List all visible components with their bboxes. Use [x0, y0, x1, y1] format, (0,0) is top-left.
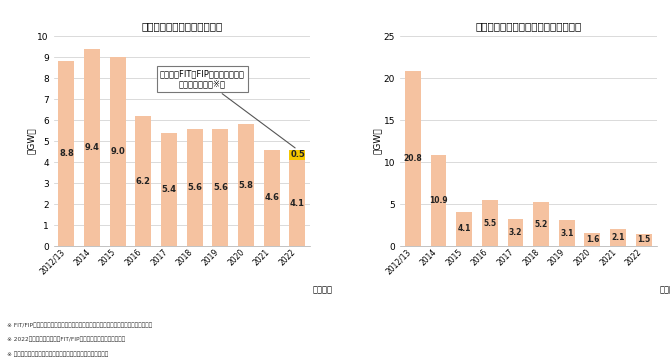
Bar [584, 233, 600, 246]
Bar [58, 62, 74, 246]
Text: 5.5: 5.5 [483, 219, 496, 228]
Bar [84, 49, 100, 246]
Text: 4.1: 4.1 [458, 224, 471, 233]
Text: （年度）: （年度） [659, 285, 670, 294]
Title: 《太陽光発電の導入量推移》: 《太陽光発電の導入量推移》 [141, 21, 222, 31]
Text: 8.8: 8.8 [59, 149, 74, 158]
Text: ※ 2022年度末時点におけるFIT/FIP認定量及び導入量は速報値。: ※ 2022年度末時点におけるFIT/FIP認定量及び導入量は速報値。 [7, 337, 125, 342]
Text: （年度）: （年度） [313, 285, 333, 294]
Text: 20.8: 20.8 [403, 154, 422, 163]
Text: 4.1: 4.1 [290, 199, 305, 208]
Bar [264, 150, 279, 246]
Bar [289, 150, 306, 246]
Bar [238, 125, 254, 246]
Bar [610, 228, 626, 246]
Text: 1.5: 1.5 [637, 235, 651, 244]
Text: 3.2: 3.2 [509, 228, 522, 237]
Text: 6.2: 6.2 [136, 177, 151, 186]
Text: 5.6: 5.6 [187, 183, 202, 192]
Bar [110, 57, 126, 246]
Text: 4.6: 4.6 [264, 193, 279, 202]
Y-axis label: （GW）: （GW） [373, 128, 383, 155]
Bar [161, 133, 177, 246]
Text: （参考）FIT・FIP制度によらない
導入量（推計値※）: （参考）FIT・FIP制度によらない 導入量（推計値※） [160, 69, 295, 148]
Text: 5.8: 5.8 [239, 181, 253, 190]
Bar [482, 200, 498, 246]
Bar [289, 150, 306, 160]
Text: 10.9: 10.9 [429, 196, 448, 205]
Bar [636, 233, 652, 246]
Text: 5.4: 5.4 [161, 185, 177, 194]
Text: 3.1: 3.1 [560, 229, 574, 237]
Text: 1.6: 1.6 [586, 235, 599, 244]
Bar [507, 219, 523, 246]
Text: 5.2: 5.2 [535, 220, 548, 229]
Bar [135, 116, 151, 246]
Text: 5.6: 5.6 [213, 183, 228, 192]
Bar [533, 202, 549, 246]
Bar [456, 212, 472, 246]
Text: ※ 入札制度における落札案件は落札年度の認定量として計上。: ※ 入札制度における落札案件は落札年度の認定量として計上。 [7, 351, 108, 357]
Y-axis label: （GW）: （GW） [27, 128, 36, 155]
Text: 0.5: 0.5 [290, 150, 305, 159]
Bar [405, 71, 421, 246]
Text: 9.0: 9.0 [111, 147, 125, 156]
Bar [431, 155, 446, 246]
Bar [559, 220, 575, 246]
Bar [212, 129, 228, 246]
Text: ※ FIT/FIP制度によらない太陽光発電の導入量の推計方法については、次ページ参照。: ※ FIT/FIP制度によらない太陽光発電の導入量の推計方法については、次ページ… [7, 322, 152, 328]
Text: 9.4: 9.4 [84, 143, 100, 152]
Bar [187, 129, 203, 246]
Title: 《（参考）太陽光発電の認定量推移》: 《（参考）太陽光発電の認定量推移》 [475, 21, 582, 31]
Text: 2.1: 2.1 [612, 233, 625, 242]
